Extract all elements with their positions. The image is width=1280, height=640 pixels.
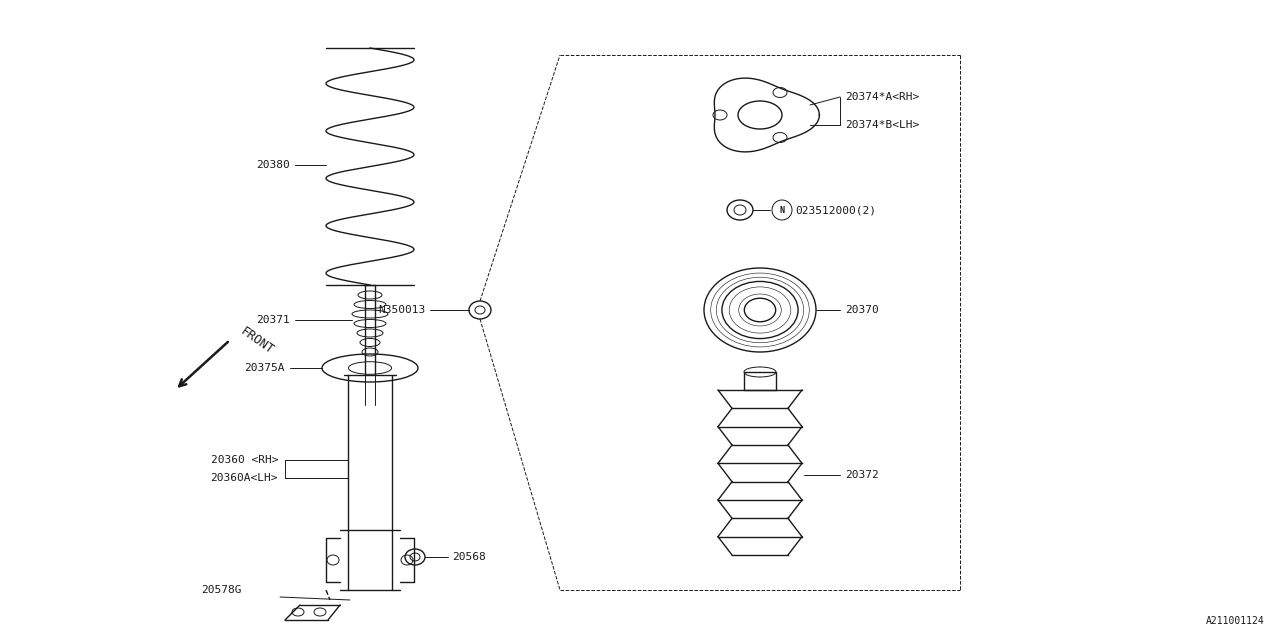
Text: 20360A<LH>: 20360A<LH> bbox=[210, 473, 278, 483]
Text: N350013: N350013 bbox=[378, 305, 425, 315]
Text: 20370: 20370 bbox=[845, 305, 879, 315]
Text: 20374*B<LH>: 20374*B<LH> bbox=[845, 120, 919, 130]
Text: 20371: 20371 bbox=[256, 315, 291, 325]
Text: 20360 <RH>: 20360 <RH> bbox=[210, 455, 278, 465]
Text: 20578G: 20578G bbox=[201, 585, 242, 595]
Text: A211001124: A211001124 bbox=[1206, 616, 1265, 626]
Bar bbox=[744, 372, 776, 390]
Text: 20380: 20380 bbox=[256, 160, 291, 170]
Text: 20375A: 20375A bbox=[244, 363, 285, 373]
Text: 20372: 20372 bbox=[845, 470, 879, 480]
Text: FRONT: FRONT bbox=[238, 324, 276, 356]
Text: 20568: 20568 bbox=[452, 552, 485, 562]
Text: 023512000(2): 023512000(2) bbox=[795, 205, 876, 215]
Text: N: N bbox=[780, 205, 785, 214]
Text: 20374*A<RH>: 20374*A<RH> bbox=[845, 92, 919, 102]
